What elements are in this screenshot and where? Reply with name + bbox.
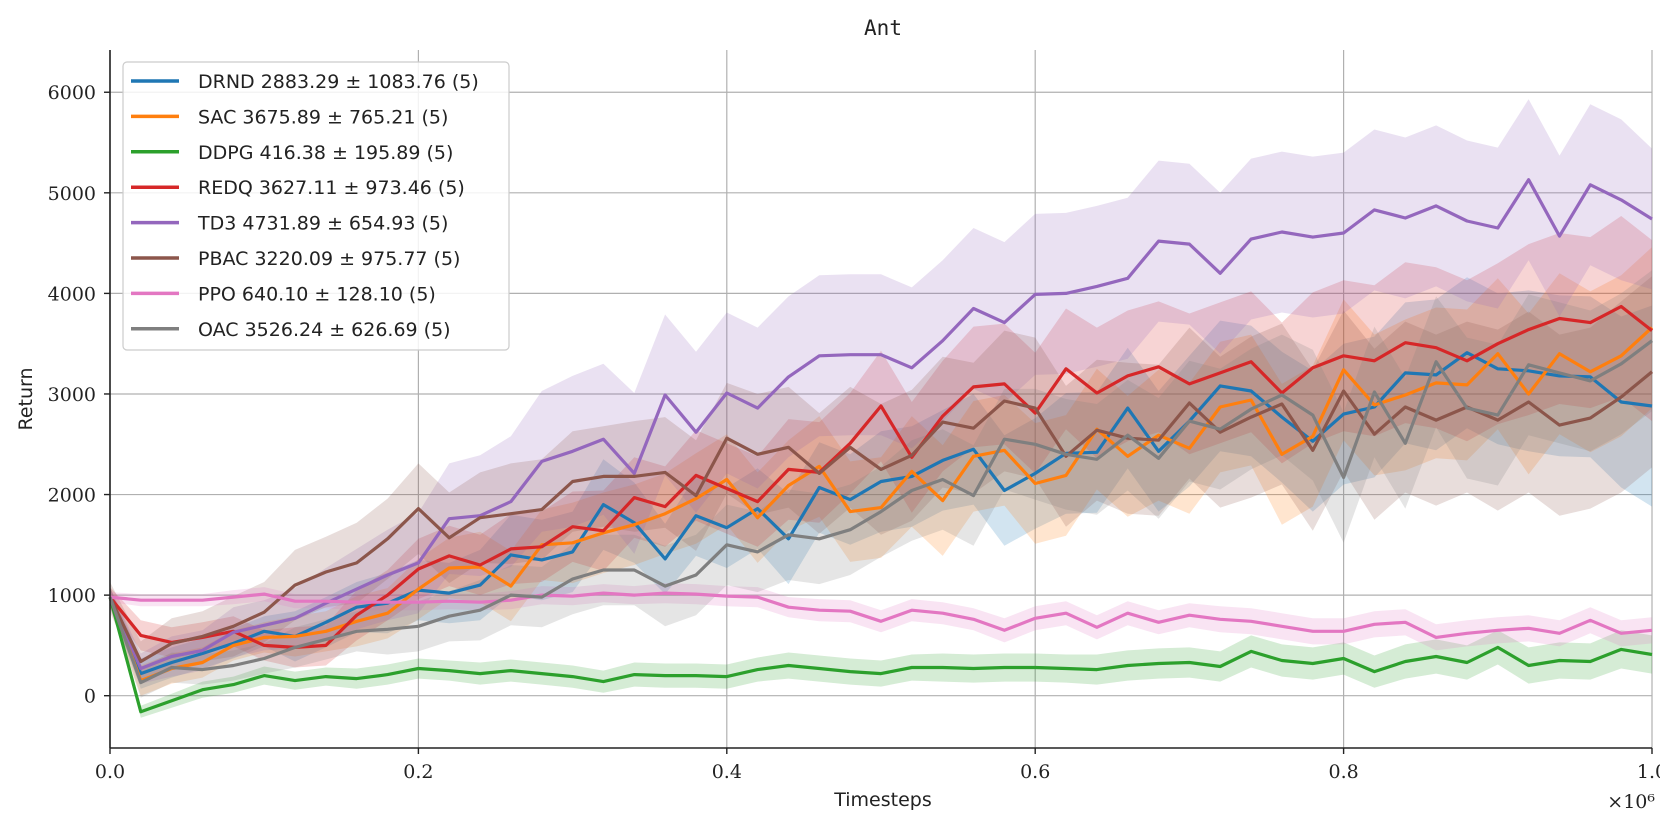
- line-ddpg: [108, 596, 1653, 714]
- legend-label-ddpg: DDPG 416.38 ± 195.89 (5): [198, 142, 453, 164]
- x-axis-label: Timesteps: [833, 789, 932, 811]
- line-redq: [108, 304, 1653, 650]
- x-ticks: 0.0 0.2 0.4 0.6 0.8 1.0: [95, 748, 1660, 783]
- line-oac: [108, 339, 1653, 685]
- legend-box: [122, 61, 510, 351]
- y-tick-label: 0: [84, 686, 96, 708]
- axes: [109, 50, 1652, 749]
- legend-label-td3: TD3 4731.89 ± 654.93 (5): [197, 213, 448, 235]
- x-tick-label: 0.4: [712, 761, 742, 783]
- x-tick-label: 0.6: [1020, 761, 1050, 783]
- y-tick-label: 3000: [48, 384, 96, 406]
- x-tick-label: 0.2: [403, 761, 433, 783]
- y-axis-label: Return: [15, 367, 37, 430]
- legend: DRND 2883.29 ± 1083.76 (5) SAC 3675.89 ± …: [122, 61, 510, 351]
- y-tick-label: 6000: [48, 82, 96, 104]
- band-ddpg: [110, 592, 1652, 718]
- chart-title: Ant: [864, 16, 902, 40]
- line-drnd: [108, 351, 1653, 676]
- y-tick-label: 5000: [48, 183, 96, 205]
- line-sac: [108, 326, 1654, 683]
- line-td3: [108, 178, 1653, 671]
- legend-label-drnd: DRND 2883.29 ± 1083.76 (5): [198, 71, 479, 93]
- band-td3: [110, 99, 1652, 684]
- x-tick-label: 0.0: [95, 761, 125, 783]
- y-tick-label: 1000: [48, 585, 96, 607]
- y-ticks: 0 1000 2000 3000 4000 5000 6000: [48, 82, 110, 708]
- x-tick-label: 1.0: [1637, 761, 1660, 783]
- legend-label-pbac: PBAC 3220.09 ± 975.77 (5): [198, 248, 460, 270]
- series-lines: [108, 178, 1654, 714]
- legend-label-ppo: PPO 640.10 ± 128.10 (5): [198, 283, 436, 305]
- band-redq: [110, 216, 1652, 668]
- legend-label-oac: OAC 3526.24 ± 626.69 (5): [198, 319, 451, 341]
- x-multiplier: ×10⁶: [1607, 791, 1655, 813]
- legend-label-redq: REDQ 3627.11 ± 973.46 (5): [198, 177, 465, 199]
- band-sac: [110, 247, 1652, 696]
- y-tick-label: 2000: [48, 485, 96, 507]
- y-tick-label: 4000: [48, 283, 96, 305]
- line-ppo: [109, 591, 1653, 640]
- x-tick-label: 0.8: [1328, 761, 1358, 783]
- line-pbac: [108, 370, 1654, 664]
- legend-label-sac: SAC 3675.89 ± 765.21 (5): [198, 106, 448, 128]
